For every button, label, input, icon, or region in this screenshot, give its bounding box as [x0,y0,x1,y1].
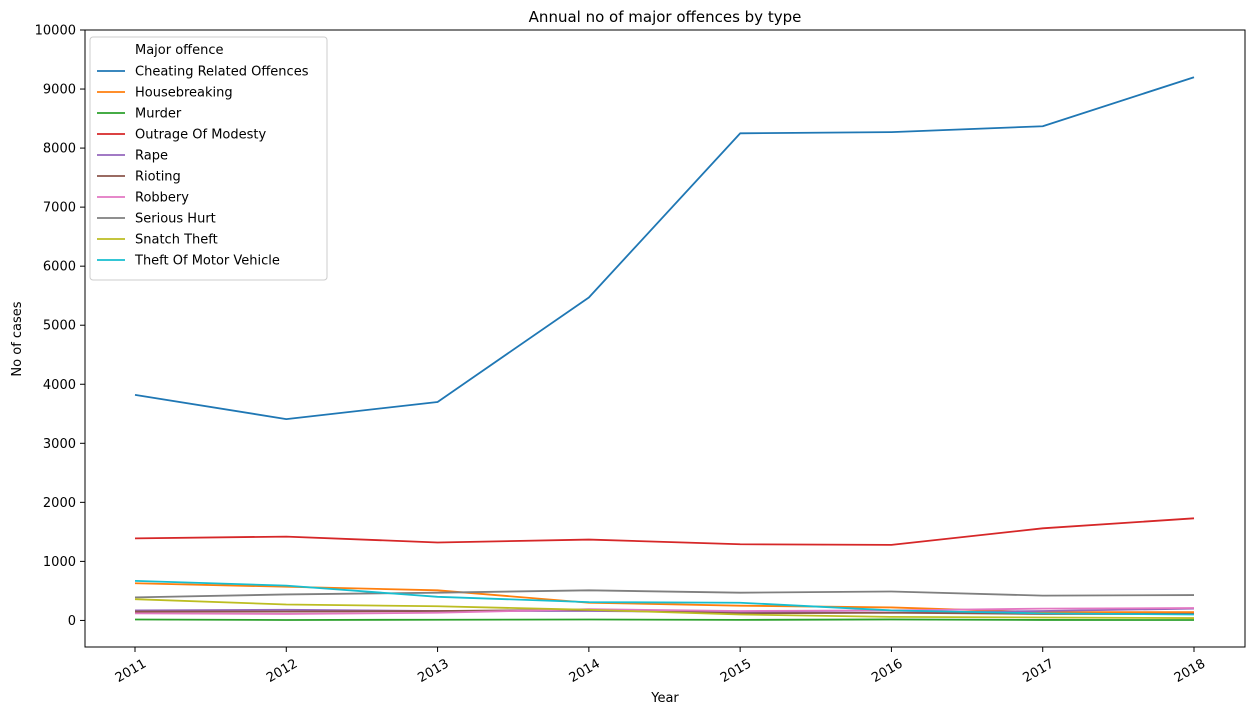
y-tick-label-5: 5000 [43,319,76,334]
x-tick-label-3: 2014 [567,656,603,686]
series-line-0 [134,76,1195,420]
series-line-6 [134,607,1195,615]
x-tick-label-0: 2011 [113,656,149,686]
legend: Major offence Cheating Related Offences Ho… [89,36,328,281]
y-tick-label-3: 3000 [43,437,76,452]
legend-label-1: Housebreaking [135,86,233,101]
legend-label-6: Robbery [135,191,189,206]
x-tick-label-2: 2013 [415,656,451,686]
y-tick-label-8: 8000 [43,142,76,157]
x-tick-label-1: 2012 [264,656,300,686]
legend-label-3: Outrage Of Modesty [135,128,266,143]
x-tick-label-6: 2017 [1021,656,1057,686]
series-line-7 [134,589,1195,599]
y-axis-label: No of cases [10,301,25,376]
legend-title: Major offence [135,43,224,58]
legend-label-2: Murder [135,107,182,122]
series-line-2 [134,618,1195,621]
y-tick-label-1: 1000 [43,555,76,570]
legend-label-7: Serious Hurt [135,212,216,227]
x-tick-label-5: 2016 [869,656,905,686]
x-tick-label-4: 2015 [718,656,754,686]
legend-label-5: Rioting [135,170,181,185]
x-axis-label: Year [650,691,679,706]
legend-label-4: Rape [135,149,168,164]
plot-frame [84,29,1246,648]
y-tick-label-7: 7000 [43,201,76,216]
y-tick-label-6: 6000 [43,260,76,275]
chart-title: Annual no of major offences by type [529,8,802,26]
x-tick-label-7: 2018 [1172,656,1208,686]
y-tick-label-9: 9000 [43,83,76,98]
legend-label-0: Cheating Related Offences [135,65,309,80]
legend-label-8: Snatch Theft [135,233,218,248]
y-tick-label-2: 2000 [43,496,76,511]
series-line-8 [134,598,1195,619]
legend-label-9: Theft Of Motor Vehicle [134,254,280,269]
series-line-9 [134,579,1195,616]
plot-area: 0 1000 2000 3000 4000 5000 6000 7000 8000 9000 100… [35,24,1246,686]
y-tick-label-4: 4000 [43,378,76,393]
legend-box [89,36,328,281]
y-tick-label-0: 0 [68,614,76,629]
y-tick-label-10: 10000 [35,24,76,39]
series-line-3 [134,517,1195,546]
